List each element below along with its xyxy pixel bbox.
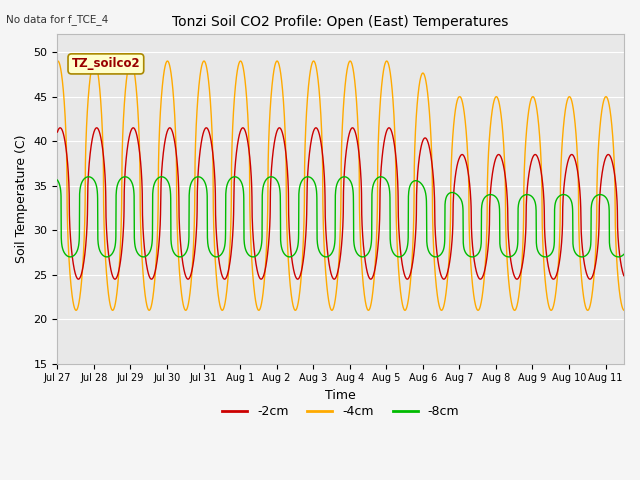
X-axis label: Time: Time	[325, 389, 356, 402]
Text: No data for f_TCE_4: No data for f_TCE_4	[6, 14, 109, 25]
Y-axis label: Soil Temperature (C): Soil Temperature (C)	[15, 135, 28, 264]
Title: Tonzi Soil CO2 Profile: Open (East) Temperatures: Tonzi Soil CO2 Profile: Open (East) Temp…	[172, 15, 509, 29]
Legend: -2cm, -4cm, -8cm: -2cm, -4cm, -8cm	[217, 400, 464, 423]
Text: TZ_soilco2: TZ_soilco2	[72, 58, 140, 71]
